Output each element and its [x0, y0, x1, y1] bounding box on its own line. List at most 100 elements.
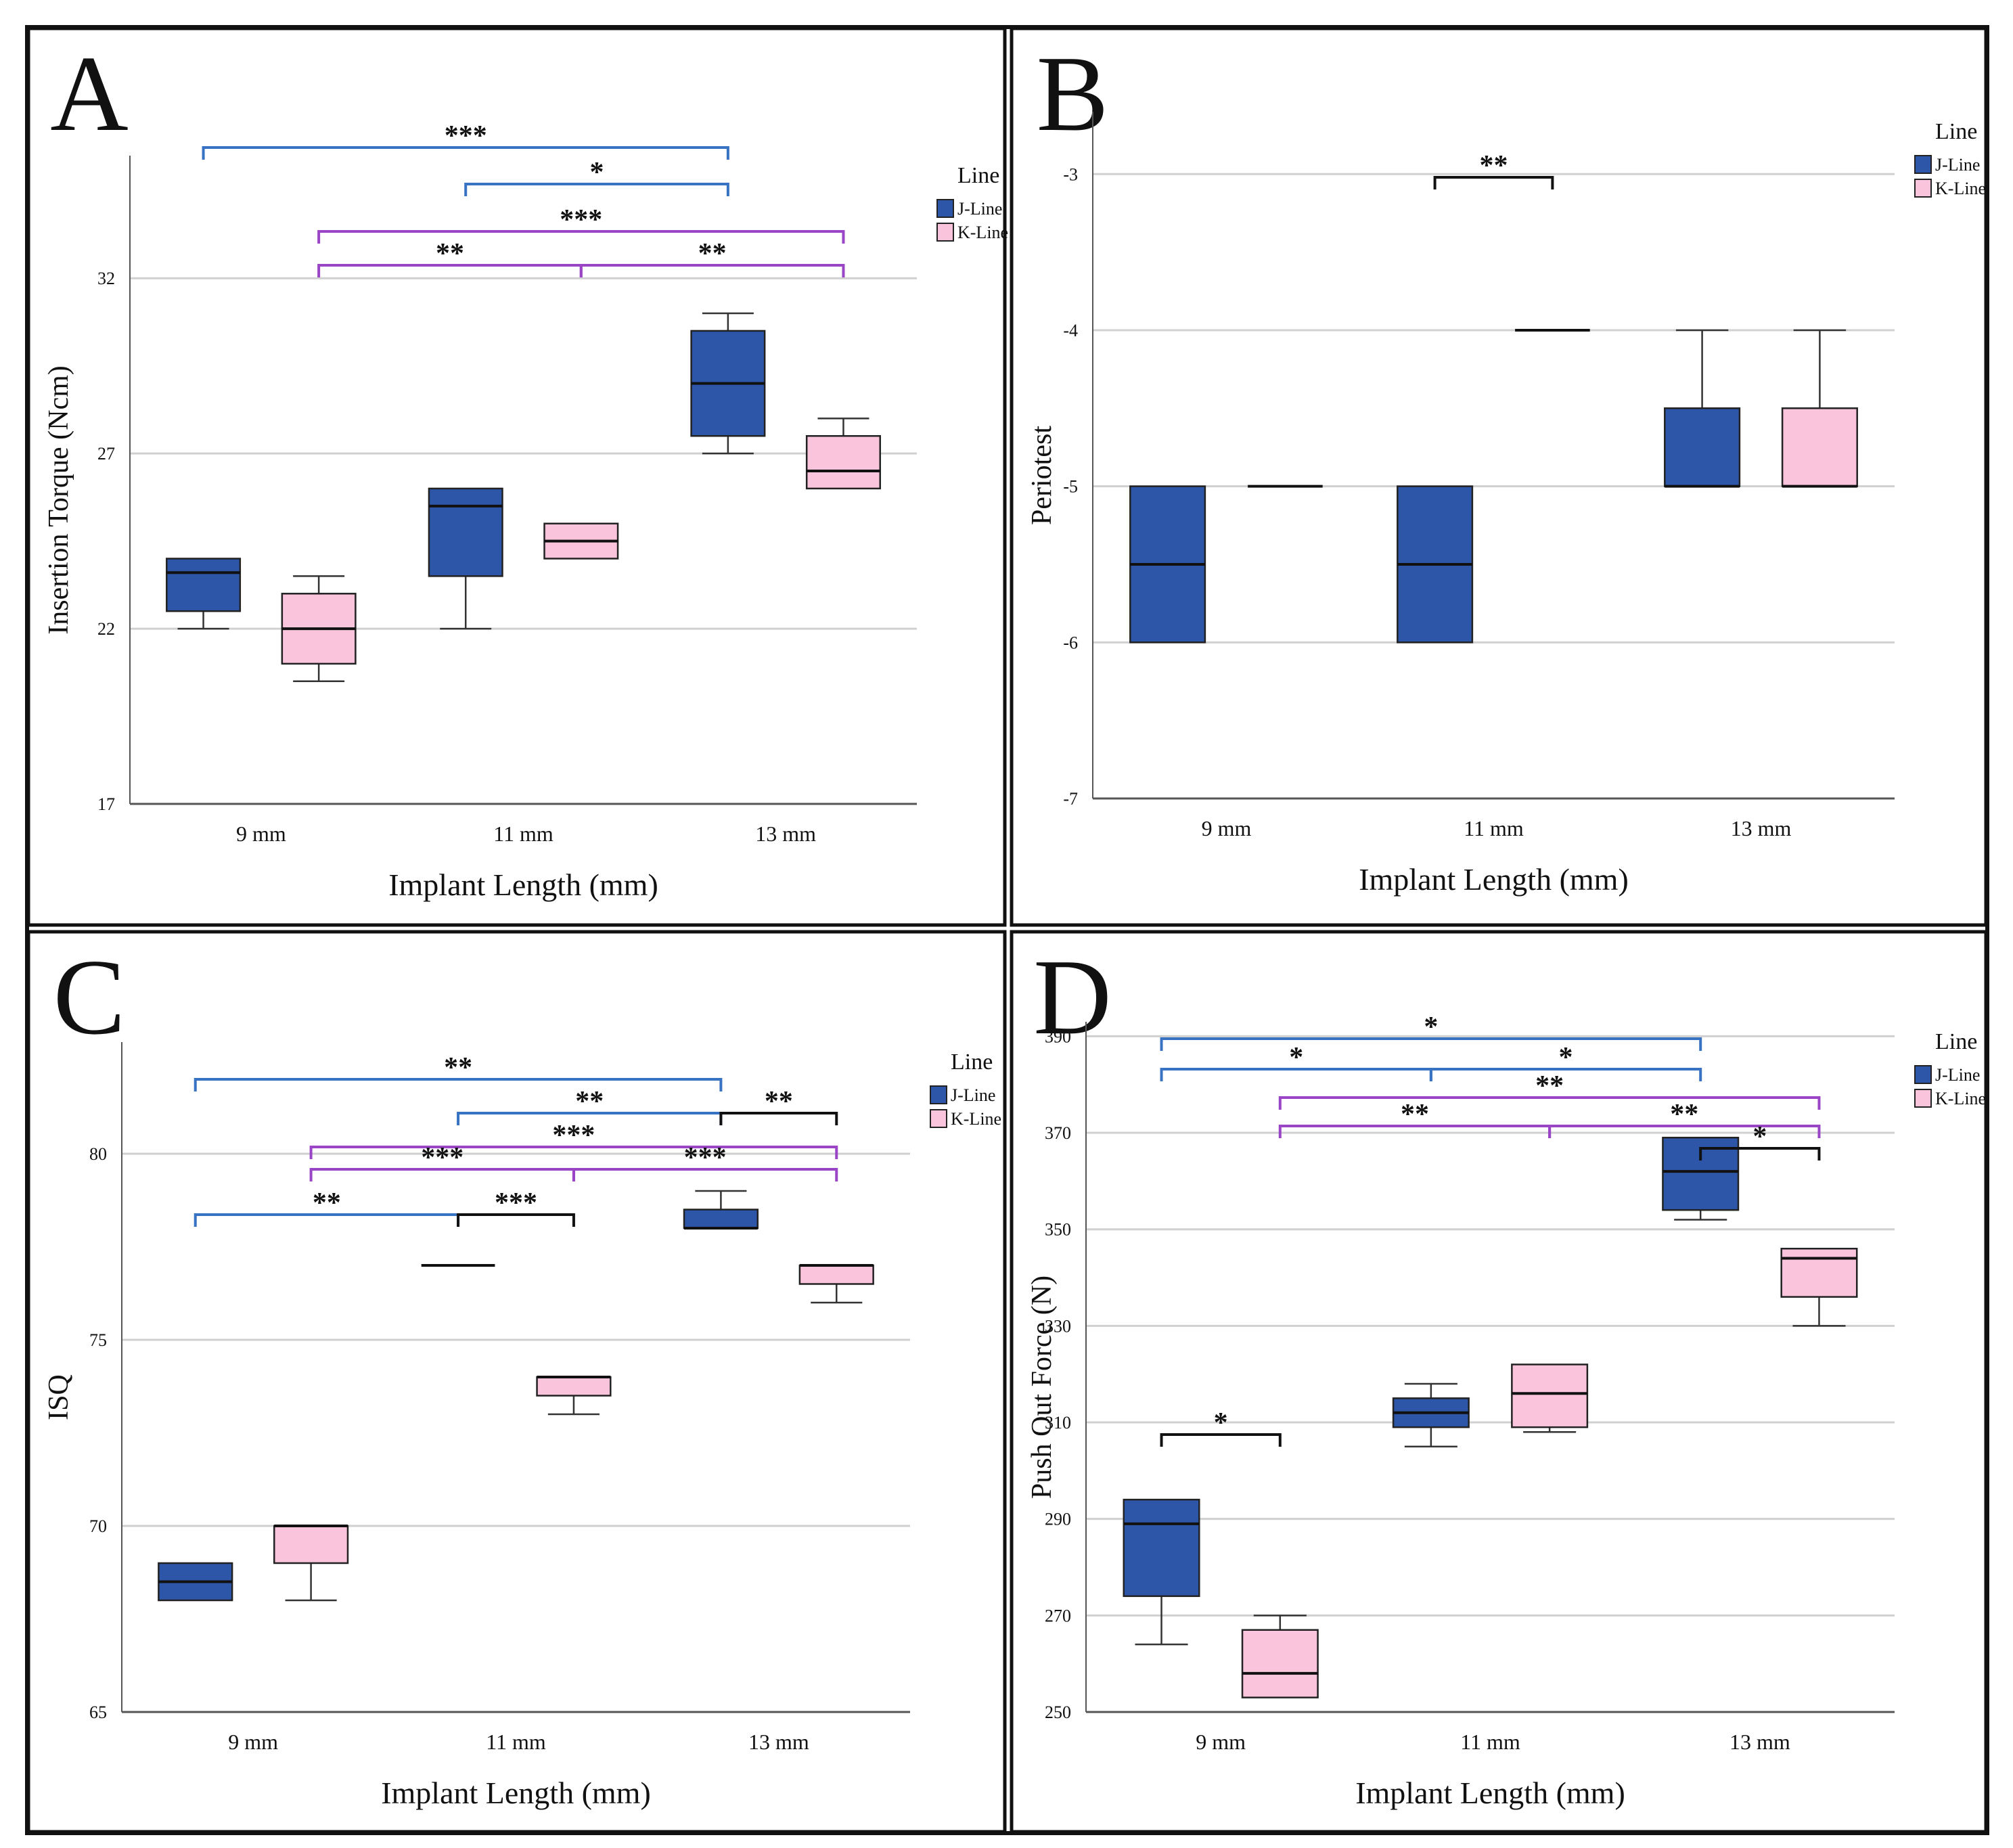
x-axis-title: Implant Length (mm)	[388, 867, 658, 902]
x-tick-label: 11 mm	[493, 821, 553, 846]
x-tick-label: 13 mm	[748, 1730, 809, 1754]
legend-label: J-Line	[1935, 1065, 1980, 1085]
box-k-line-11mm	[543, 522, 619, 560]
significance-label: *	[590, 157, 604, 188]
bracket-line	[309, 1146, 838, 1159]
significance-bracket: *	[1699, 1121, 1821, 1160]
box-iqr	[273, 1525, 349, 1564]
x-axis-title: Implant Length (mm)	[1359, 862, 1629, 897]
box-iqr	[1781, 407, 1858, 487]
y-tick-label: 330	[1045, 1316, 1071, 1336]
legend-swatch-k-line	[1914, 179, 1932, 198]
legend-title: Line	[957, 163, 999, 188]
y-tick-label: 27	[97, 444, 115, 464]
panel-frame	[1010, 26, 1988, 927]
legend-swatch-k-line	[930, 1109, 947, 1128]
significance-label: **	[444, 1052, 472, 1083]
box-k-line-9mm	[273, 1525, 349, 1602]
box-iqr	[1780, 1247, 1858, 1298]
legend-label: K-Line	[1935, 179, 1986, 198]
significance-label: **	[313, 1188, 341, 1219]
y-tick-label: 32	[97, 269, 115, 288]
x-tick-label: 11 mm	[486, 1730, 546, 1754]
significance-label: **	[1670, 1099, 1698, 1130]
bracket-line	[1429, 1068, 1702, 1081]
significance-label: **	[1480, 150, 1508, 181]
y-tick-label: 350	[1045, 1220, 1071, 1240]
significance-bracket: *	[464, 157, 729, 196]
y-tick-label: 270	[1045, 1606, 1071, 1625]
box-k-line-13mm	[1781, 329, 1858, 488]
y-axis-title: Insertion Torque (Ncm)	[43, 365, 74, 635]
box-iqr	[1511, 1364, 1589, 1428]
y-tick-label: 70	[89, 1516, 107, 1536]
significance-label: ***	[560, 204, 602, 235]
x-tick-label: 9 mm	[1196, 1730, 1246, 1754]
y-tick-label: 290	[1045, 1510, 1071, 1529]
box-j-line-9mm	[158, 1562, 233, 1602]
significance-label: **	[1535, 1071, 1564, 1102]
significance-label: **	[575, 1086, 604, 1117]
significance-label: ***	[552, 1120, 595, 1151]
legend-label: J-Line	[1935, 155, 1980, 175]
legend-swatch-j-line	[1914, 1065, 1932, 1084]
x-tick-label: 9 mm	[1202, 816, 1252, 840]
significance-bracket: ***	[457, 1188, 575, 1227]
bracket-line	[1160, 1433, 1282, 1447]
y-tick-label: 390	[1045, 1027, 1071, 1046]
panel-frame	[26, 930, 1007, 1834]
significance-bracket: ***	[317, 204, 845, 244]
box-j-line-13mm	[690, 312, 766, 455]
x-tick-label: 13 mm	[1729, 1730, 1790, 1754]
y-tick-label: -7	[1063, 789, 1078, 809]
significance-label: **	[436, 238, 464, 269]
legend-swatch-j-line	[936, 199, 954, 218]
box-k-line-11mm	[536, 1376, 612, 1416]
x-tick-label: 11 mm	[1460, 1730, 1520, 1754]
legend-swatch-j-line	[1914, 155, 1932, 174]
significance-bracket: ***	[202, 120, 729, 160]
bracket-line	[1699, 1147, 1821, 1160]
box-iqr	[428, 487, 503, 577]
y-tick-label: 65	[89, 1703, 107, 1722]
box-iqr	[1664, 407, 1741, 487]
legend-title: Line	[1935, 1029, 1977, 1054]
legend-title: Line	[951, 1050, 993, 1075]
significance-bracket: *	[1160, 1042, 1432, 1081]
bracket-line	[1160, 1037, 1702, 1051]
significance-label: *	[1752, 1121, 1767, 1152]
legend-label: K-Line	[957, 223, 1008, 242]
y-tick-label: 22	[97, 619, 115, 639]
bracket-line	[457, 1213, 575, 1227]
significance-label: **	[1401, 1099, 1429, 1130]
box-j-line-11mm	[428, 487, 503, 630]
legend-label: K-Line	[1935, 1089, 1986, 1108]
significance-label: **	[765, 1086, 793, 1117]
significance-bracket: *	[1160, 1012, 1702, 1051]
box-k-line-9mm	[281, 575, 357, 683]
box-k-line-13mm	[798, 1264, 874, 1304]
box-iqr	[805, 435, 881, 490]
box-j-line-9mm	[166, 558, 242, 630]
box-iqr	[166, 558, 242, 612]
box-j-line-9mm	[1123, 1498, 1200, 1646]
bracket-line	[572, 1168, 838, 1181]
box-j-line-13mm	[683, 1190, 759, 1230]
y-tick-label: 75	[89, 1330, 107, 1350]
bracket-line	[464, 183, 729, 196]
significance-bracket: **	[194, 1052, 723, 1091]
x-tick-label: 13 mm	[1731, 816, 1792, 840]
legend-label: J-Line	[951, 1085, 995, 1105]
significance-label: *	[1424, 1012, 1438, 1043]
y-tick-label: 17	[97, 794, 115, 814]
y-axis-title: Periotest	[1026, 426, 1058, 525]
significance-bracket: **	[317, 238, 583, 277]
bracket-line	[1548, 1125, 1821, 1138]
significance-bracket: ***	[309, 1120, 838, 1159]
significance-bracket: **	[719, 1086, 838, 1125]
y-tick-label: 370	[1045, 1123, 1071, 1143]
box-j-line-11mm	[1397, 485, 1474, 644]
box-k-line-13mm	[1780, 1247, 1858, 1327]
significance-bracket: **	[1433, 150, 1554, 189]
